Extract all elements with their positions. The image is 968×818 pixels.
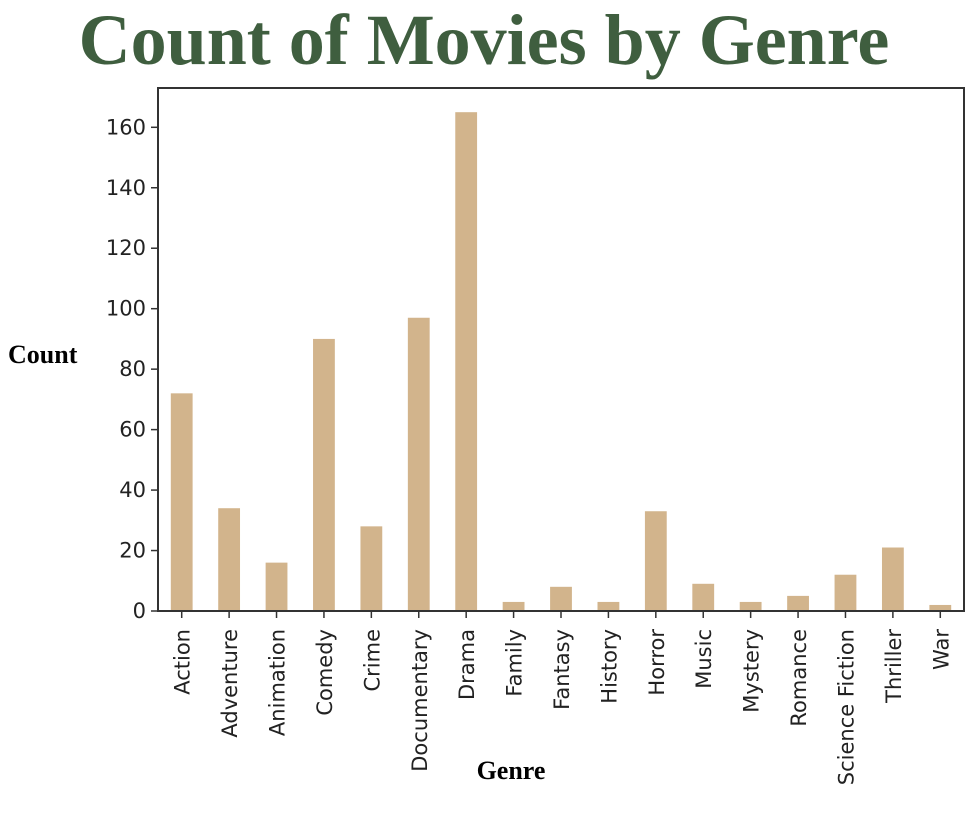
bar-mystery bbox=[739, 601, 762, 611]
x-tick-label: Adventure bbox=[218, 629, 242, 738]
y-tick-label: 140 bbox=[106, 176, 146, 200]
x-tick-label: Fantasy bbox=[550, 629, 574, 710]
x-tick-label: Comedy bbox=[313, 629, 337, 716]
y-tick-label: 120 bbox=[106, 236, 146, 260]
bar-comedy bbox=[313, 338, 335, 611]
y-tick-label: 100 bbox=[106, 297, 146, 321]
bar-drama bbox=[455, 112, 478, 612]
plot-frame bbox=[157, 87, 965, 612]
x-tick-label: Documentary bbox=[408, 629, 432, 772]
x-tick-label: Mystery bbox=[740, 629, 764, 713]
x-tick-label: Thriller bbox=[882, 629, 906, 704]
x-tick-label: War bbox=[929, 629, 953, 670]
bar-adventure bbox=[218, 508, 241, 611]
bar-history bbox=[597, 601, 620, 611]
y-tick-label: 20 bbox=[119, 539, 146, 563]
x-tick-label: Family bbox=[503, 629, 527, 697]
x-tick-label: Music bbox=[692, 629, 716, 689]
bar-crime bbox=[360, 526, 383, 611]
x-axis-label: Genre bbox=[476, 756, 546, 785]
bar-music bbox=[692, 583, 715, 611]
x-tick-label: Science Fiction bbox=[834, 629, 858, 785]
bar-romance bbox=[787, 595, 809, 611]
chart-title: Count of Movies by Genre bbox=[78, 0, 890, 80]
bar-science-fiction bbox=[834, 574, 857, 611]
bar-documentary bbox=[407, 317, 430, 611]
y-tick-label: 40 bbox=[119, 478, 146, 502]
y-ticks-group: 0 20 40 60 80 100 120 140 160 bbox=[106, 115, 158, 623]
x-tick-label: Romance bbox=[787, 629, 811, 727]
y-tick-label: 80 bbox=[119, 357, 146, 381]
y-tick-label: 60 bbox=[119, 418, 146, 442]
bar-war bbox=[929, 604, 952, 611]
x-tick-label: Action bbox=[171, 629, 195, 695]
bar-family bbox=[502, 601, 525, 611]
x-ticks-group: Action Adventure Animation Comedy Crime Docum… bbox=[171, 611, 953, 785]
bar-action bbox=[170, 393, 193, 611]
x-tick-label: History bbox=[597, 629, 621, 704]
bar-horror bbox=[644, 511, 667, 611]
x-tick-label: Horror bbox=[645, 629, 669, 696]
y-tick-label: 160 bbox=[106, 115, 146, 139]
y-axis-label: Count bbox=[8, 340, 78, 369]
y-tick-label: 0 bbox=[133, 599, 146, 623]
bar-fantasy bbox=[550, 586, 572, 611]
bars-group bbox=[170, 112, 952, 612]
bar-animation bbox=[265, 562, 288, 611]
x-tick-label: Drama bbox=[455, 629, 479, 700]
bar-thriller bbox=[881, 547, 904, 611]
x-tick-label: Crime bbox=[360, 629, 384, 692]
x-tick-label: Animation bbox=[266, 629, 290, 736]
